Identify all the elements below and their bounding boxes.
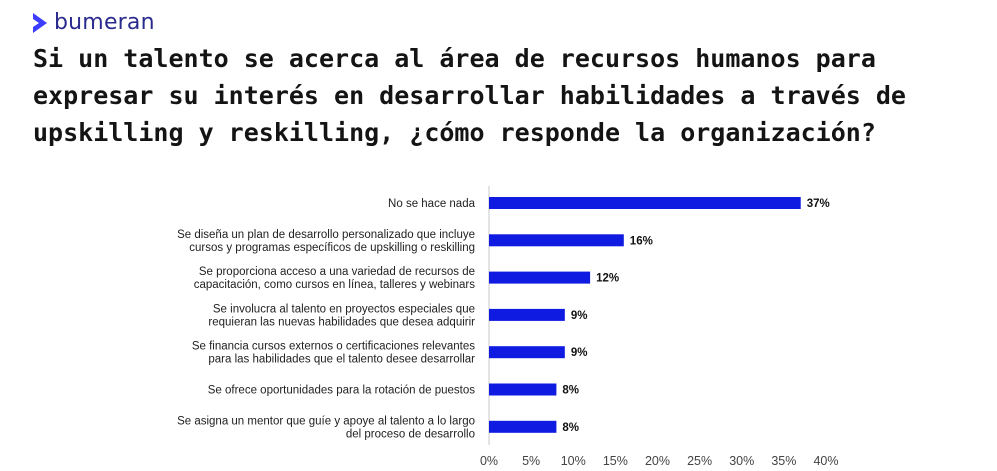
bar-5 [489,383,557,396]
x-tick-label-4: 20% [645,454,670,468]
bar-3 [489,308,565,321]
category-label-6-line-1: Se asigna un mentor que guíe y apoye al … [177,415,475,427]
bar-0 [489,197,801,209]
category-label-6-line-2: del proceso de desarrollo [346,428,475,440]
x-tick-label-5: 25% [687,454,712,468]
chevron-logo-icon [33,13,47,33]
category-label-1-line-1: Se diseña un plan de desarrollo personal… [177,229,475,241]
x-tick-label-6: 30% [729,454,754,468]
category-label-4-line-1: Se financia cursos externos o certificac… [192,341,475,353]
x-tick-label-8: 40% [813,454,838,468]
category-label-2-line-2: capacitación, como cursos en línea, tall… [194,279,476,291]
bar-2 [489,271,591,284]
bar-1 [489,234,624,247]
x-tick-label-0: 0% [480,454,498,468]
category-label-4-line-2: para las habilidades que el talento dese… [208,354,475,366]
value-label-5: 8% [562,385,579,397]
category-label-2-line-1: Se proporciona acceso a una variedad de … [199,266,475,278]
chart-title: Si un talento se acerca al área de recur… [33,44,906,147]
category-label-0: No se hace nada [388,198,476,210]
bar-6 [489,420,557,433]
brand-logo: bumeran [30,12,155,34]
x-tick-label-1: 5% [522,454,540,468]
value-label-6: 8% [562,422,579,434]
x-tick-label-3: 15% [603,454,628,468]
category-label-1-line-2: cursos y programas específicos de upskil… [189,242,475,254]
category-label-5: Se ofrece oportunidades para la rotación… [208,385,475,397]
bar-4 [489,346,565,359]
value-label-2: 12% [596,273,619,285]
category-label-3-line-2: requieran las nuevas habilidades que des… [208,316,475,328]
value-label-4: 9% [571,347,588,359]
category-label-3-line-1: Se involucra al talento en proyectos esp… [213,303,475,315]
value-label-0: 37% [807,198,830,210]
x-tick-label-2: 10% [561,454,586,468]
x-tick-label-7: 35% [771,454,796,468]
value-label-1: 16% [630,235,653,247]
value-label-3: 9% [571,310,588,322]
brand-name: bumeran [54,10,155,35]
